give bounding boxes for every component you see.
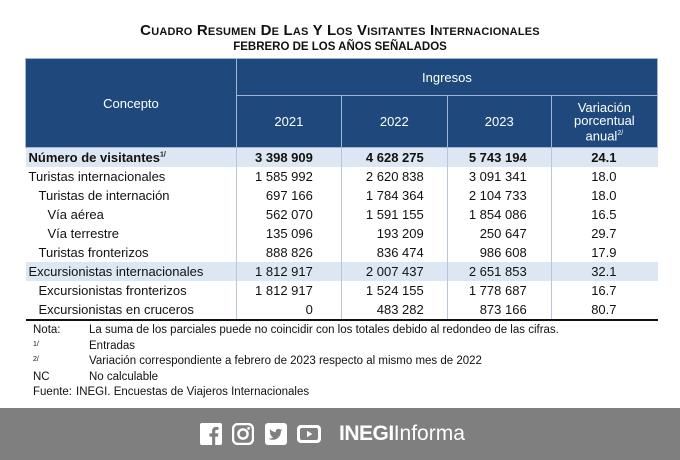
row-2022: 4 628 275 [341, 147, 448, 167]
row-concepto: Excursionistas internacionales [25, 262, 237, 281]
header-year-2023: 2023 [446, 95, 552, 148]
row-2022: 2 007 437 [341, 262, 448, 281]
note-key: NC [33, 370, 50, 383]
brand-strong: INEGI [339, 422, 394, 445]
row-2023: 250 647 [447, 224, 552, 243]
note-row: Fuente: INEGI. Encuestas de Viajeros Int… [33, 385, 559, 401]
inegi-informa-logo: INEGIInforma [339, 420, 465, 448]
facebook-icon[interactable] [200, 423, 222, 445]
brand-light: Informa [393, 422, 465, 445]
header-variacion-line1: Variación [577, 99, 631, 115]
note-text: INEGI. Encuestas de Viajeros Internacion… [76, 386, 310, 398]
note-key: 1/ [33, 340, 39, 348]
note-row: 2/ Variación correspondiente a febrero d… [33, 354, 559, 370]
row-2023: 3 091 341 [447, 167, 552, 186]
header-variacion-line3: anual [585, 128, 618, 144]
row-variacion: 17.9 [591, 245, 617, 260]
note-row: 1/ Entradas [33, 339, 559, 355]
row-2022: 1 524 155 [341, 281, 448, 300]
row-variacion: 18.0 [591, 169, 617, 184]
note-text: No calculable [89, 370, 159, 383]
row-2022: 836 474 [341, 243, 448, 262]
row-2023: 1 854 086 [447, 205, 552, 224]
table-row: Excursionistas en cruceros 0 483 282 873… [25, 300, 658, 321]
table-row: Vía terrestre 135 096 193 209 250 647 29… [25, 224, 658, 243]
row-2023: 2 651 853 [447, 262, 552, 281]
note-row: Nota: La suma de los parciales puede no … [33, 323, 559, 339]
page-title: Cuadro resumen de las y los visitantes i… [140, 22, 540, 39]
row-2021: 562 070 [236, 205, 342, 224]
row-variacion: 24.1 [551, 147, 658, 167]
row-2022: 193 209 [341, 224, 448, 243]
header-variacion-note: 2/ [617, 129, 624, 137]
note-key: Nota: [33, 324, 61, 336]
table-row: Vía aérea 562 070 1 591 155 1 854 086 16… [25, 205, 658, 224]
row-concepto: Vía terrestre [25, 224, 237, 243]
table-row: Turistas fronterizos 888 826 836 474 986… [25, 243, 658, 262]
header-year-2022: 2022 [340, 95, 448, 148]
notes-section: Nota: La suma de los parciales puede no … [33, 323, 559, 401]
row-2022: 483 282 [341, 300, 448, 321]
header-variacion-line2: porcentual [573, 112, 635, 128]
row-concepto: Turistas de internación [25, 186, 237, 205]
row-2021: 697 166 [236, 186, 342, 205]
row-2023: 1 778 687 [447, 281, 552, 300]
table-row: Excursionistas fronterizos 1 812 917 1 5… [25, 281, 658, 300]
row-2021: 0 [236, 300, 342, 321]
row-variacion: 18.0 [591, 188, 617, 203]
row-2023: 986 608 [447, 243, 552, 262]
row-variacion: 16.5 [591, 207, 617, 222]
row-variacion: 80.7 [551, 300, 658, 321]
summary-table: Concepto Ingresos 2021 2022 2023 Variaci… [25, 58, 659, 321]
row-2022: 1 591 155 [341, 205, 448, 224]
row-2022: 2 620 838 [341, 167, 448, 186]
note-text: La suma de los parciales puede no coinci… [89, 324, 559, 336]
table-row: Excursionistas internacionales 1 812 917… [25, 262, 658, 281]
note-key: 2/ [33, 356, 39, 363]
note-key: Fuente: [33, 386, 72, 398]
row-concepto: Número de visitantes1/ [25, 147, 237, 167]
row-concepto: Excursionistas fronterizos [25, 281, 237, 300]
row-concepto: Excursionistas en cruceros [25, 300, 237, 321]
note-text: Variación correspondiente a febrero de 2… [89, 355, 482, 367]
note-row: NC No calculable [33, 370, 559, 386]
row-2021: 3 398 909 [236, 147, 342, 167]
row-concepto: Vía aérea [25, 205, 237, 224]
row-2023: 873 166 [447, 300, 552, 321]
footer-bar: INEGIInforma [0, 408, 680, 460]
note-text: Entradas [89, 339, 136, 352]
header-variacion: Variación porcentual anual2/ [550, 95, 659, 148]
row-concepto: Turistas fronterizos [25, 243, 237, 262]
header-concepto: Concepto [25, 58, 237, 148]
page-subtitle: febrero de los años señalados [233, 41, 447, 53]
row-variacion: 29.7 [591, 226, 617, 241]
youtube-icon[interactable] [297, 423, 321, 445]
header-year-2021: 2021 [235, 95, 342, 148]
row-variacion: 32.1 [551, 262, 658, 281]
row-2022: 1 784 364 [341, 186, 448, 205]
row-concepto: Turistas internacionales [25, 167, 237, 186]
twitter-icon[interactable] [265, 423, 287, 445]
row-2021: 135 096 [236, 224, 342, 243]
row-variacion: 16.7 [591, 283, 617, 298]
row-2023: 5 743 194 [447, 147, 552, 167]
row-2023: 2 104 733 [447, 186, 552, 205]
table-row: Turistas internacionales 1 585 992 2 620… [25, 167, 658, 186]
header-ingresos: Ingresos [235, 58, 659, 96]
row-2021: 1 585 992 [236, 167, 342, 186]
table-row: Número de visitantes1/ 3 398 909 4 628 2… [25, 147, 658, 167]
table-row: Turistas de internación 697 166 1 784 36… [25, 186, 658, 205]
row-2021: 1 812 917 [236, 281, 342, 300]
row-2021: 1 812 917 [236, 262, 342, 281]
instagram-icon[interactable] [232, 423, 254, 445]
row-2021: 888 826 [236, 243, 342, 262]
